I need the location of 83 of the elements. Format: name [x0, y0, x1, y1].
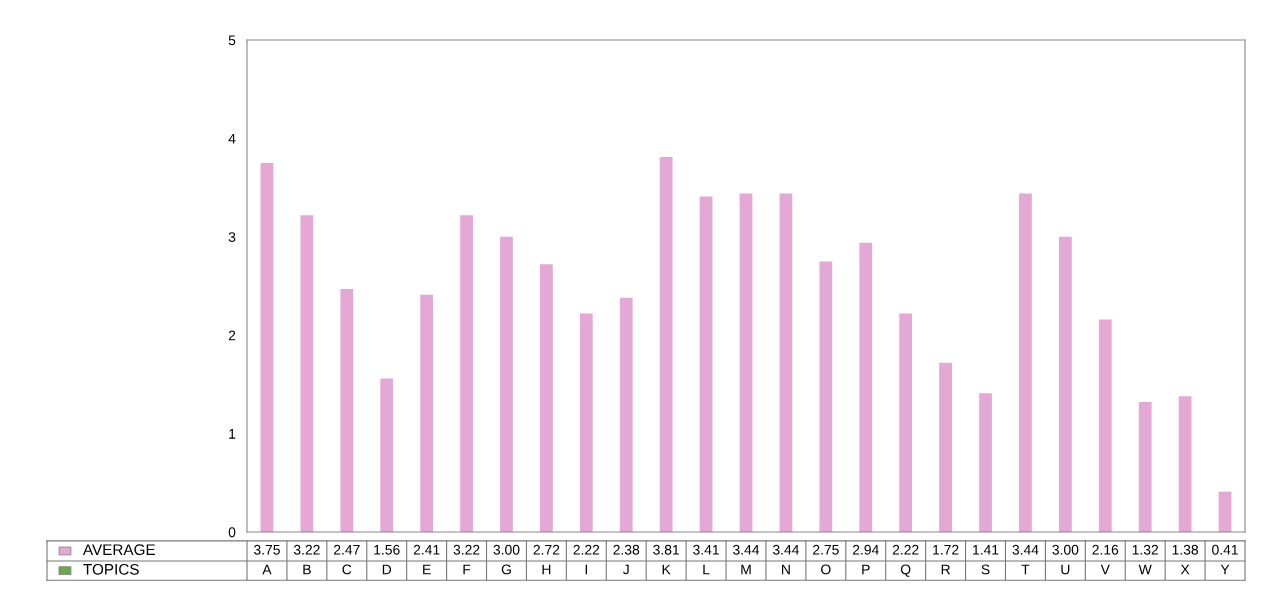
- y-tick-label: 0: [228, 527, 236, 538]
- data-label: 2.47: [333, 544, 360, 555]
- bar: [779, 193, 793, 532]
- bar: [1019, 193, 1032, 532]
- data-label: 3.44: [1012, 544, 1039, 555]
- data-label: 0.41: [1212, 544, 1238, 555]
- bar: [979, 393, 992, 532]
- legend-label: AVERAGE: [82, 544, 156, 556]
- bar: [619, 297, 633, 532]
- x-tick-label: V: [1100, 564, 1110, 575]
- y-tick-label: 5: [228, 35, 236, 46]
- bar: [1098, 319, 1112, 532]
- y-tick-label: 1: [229, 429, 236, 439]
- data-label: 2.22: [892, 544, 919, 555]
- x-tick-label: H: [542, 564, 551, 575]
- x-tick-label: U: [1061, 564, 1070, 575]
- bar: [420, 294, 434, 532]
- bar: [899, 313, 913, 532]
- x-tick-label: M: [741, 564, 751, 575]
- y-tick-label: 4: [228, 133, 236, 144]
- data-label: 1.56: [374, 544, 400, 555]
- bar: [819, 261, 833, 532]
- x-tick-label: J: [622, 564, 629, 575]
- data-label: 1.41: [973, 544, 999, 555]
- bar: [659, 157, 673, 532]
- data-label: 2.16: [1092, 544, 1119, 555]
- x-tick-label: T: [1021, 564, 1030, 575]
- bar: [939, 362, 952, 532]
- bar: [340, 288, 354, 532]
- bar: [260, 163, 274, 532]
- data-label: 3.81: [653, 544, 679, 555]
- x-tick-label: L: [703, 564, 710, 575]
- x-tick-label: K: [662, 564, 671, 575]
- bar: [859, 242, 873, 532]
- x-tick-label: Y: [1220, 564, 1230, 575]
- data-label: 1.32: [1132, 544, 1159, 555]
- bar: [1138, 402, 1152, 532]
- bar: [460, 215, 473, 532]
- data-label: 2.72: [533, 544, 560, 555]
- x-tick-label: D: [382, 564, 392, 575]
- x-tick-label: Q: [900, 564, 911, 577]
- x-tick-label: G: [501, 564, 511, 575]
- x-tick-label: P: [862, 564, 870, 575]
- x-tick-label: X: [1180, 564, 1190, 575]
- y-tick-label: 3: [228, 232, 236, 242]
- x-tick-label: O: [821, 564, 831, 575]
- data-label: 2.22: [573, 544, 600, 555]
- x-tick-label: R: [941, 564, 950, 575]
- x-tick-label: F: [463, 564, 471, 575]
- bar: [300, 215, 314, 532]
- x-tick-label: S: [981, 564, 990, 575]
- data-label: 3.44: [772, 544, 800, 555]
- x-tick-label: A: [262, 564, 272, 575]
- data-label: 3.22: [293, 544, 320, 555]
- data-label: 3.41: [693, 544, 719, 555]
- data-label: 1.38: [1172, 544, 1199, 555]
- data-label: 3.00: [493, 544, 520, 555]
- data-label: 2.75: [813, 544, 839, 555]
- data-label: 3.44: [733, 544, 760, 555]
- bar: [1058, 236, 1072, 532]
- data-label: 3.75: [253, 544, 280, 555]
- data-label: 3.22: [453, 544, 480, 555]
- text: TOPICS: [83, 563, 139, 575]
- data-label: 1.72: [933, 544, 959, 555]
- x-tick-label: E: [423, 564, 431, 575]
- bar: [699, 196, 713, 532]
- bar: [540, 264, 553, 532]
- x-tick-label: B: [303, 564, 311, 575]
- bar: [500, 236, 513, 532]
- data-label: 2.41: [413, 544, 440, 555]
- data-label: 3.00: [1052, 544, 1079, 555]
- x-tick-label: N: [782, 564, 790, 575]
- y-tick-label: 2: [228, 330, 236, 341]
- x-tick-label: I: [585, 564, 587, 575]
- bar: [739, 193, 753, 532]
- data-label: 2.38: [613, 544, 640, 555]
- x-tick-label: W: [1138, 564, 1152, 575]
- x-tick-label: C: [342, 564, 352, 575]
- bar: [579, 313, 593, 532]
- bar: [380, 378, 394, 532]
- bar: [1178, 396, 1192, 532]
- data-label: 2.94: [852, 544, 879, 555]
- bar: [1218, 491, 1232, 532]
